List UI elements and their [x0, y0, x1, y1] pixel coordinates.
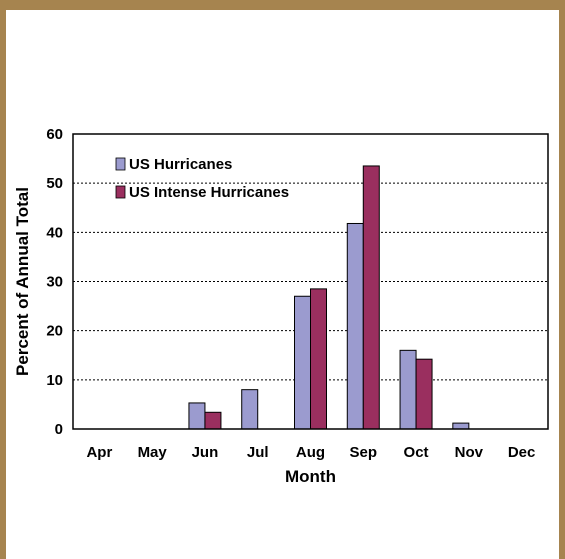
plot-frame: [72, 133, 549, 430]
y-tick-label: 20: [46, 323, 63, 340]
bar-aug-series-1: [310, 288, 327, 430]
x-tick-label: Nov: [455, 444, 484, 461]
bar-nov-series-0: [452, 422, 470, 430]
bar-oct-series-1: [415, 358, 433, 430]
legend-swatch-series-0: [115, 157, 126, 171]
x-axis-title: Month: [285, 467, 336, 486]
x-tick-label: Oct: [404, 444, 429, 461]
y-tick-label: 40: [46, 224, 63, 241]
x-tick-label: Apr: [86, 444, 112, 461]
y-tick-label: 30: [46, 274, 63, 291]
y-tick-label: 60: [46, 126, 63, 143]
y-tick-label: 10: [46, 372, 63, 389]
chart-panel: [6, 10, 559, 559]
y-axis-title: Percent of Annual Total: [13, 187, 32, 376]
x-tick-label: Jun: [192, 444, 219, 461]
bars: [188, 165, 470, 430]
y-tick-label: 50: [46, 175, 63, 192]
legend-swatch-series-1: [115, 185, 126, 199]
y-tick-label: 0: [55, 421, 63, 438]
bar-oct-series-0: [399, 349, 417, 430]
bar-jun-series-1: [204, 411, 222, 430]
bar-jul-series-0: [241, 389, 259, 430]
legend-label-series-0: US Hurricanes: [129, 156, 232, 173]
bar-sep-series-0: [346, 222, 364, 430]
x-tick-label: Aug: [296, 444, 325, 461]
x-tick-label: May: [138, 444, 168, 461]
y-tick-labels: 0 10 20 30 40 50 60: [46, 126, 63, 438]
legend-label-series-1: US Intense Hurricanes: [129, 184, 289, 201]
x-tick-labels: Apr May Jun Jul Aug Sep Oct Nov Dec: [86, 444, 535, 461]
x-tick-label: Jul: [247, 444, 269, 461]
bar-sep-series-1: [362, 165, 380, 430]
bar-aug-series-0: [294, 295, 311, 430]
x-tick-label: Dec: [508, 444, 536, 461]
legend: US Hurricanes US Intense Hurricanes: [115, 156, 289, 201]
x-tick-label: Sep: [350, 444, 378, 461]
bar-jun-series-0: [188, 402, 206, 430]
